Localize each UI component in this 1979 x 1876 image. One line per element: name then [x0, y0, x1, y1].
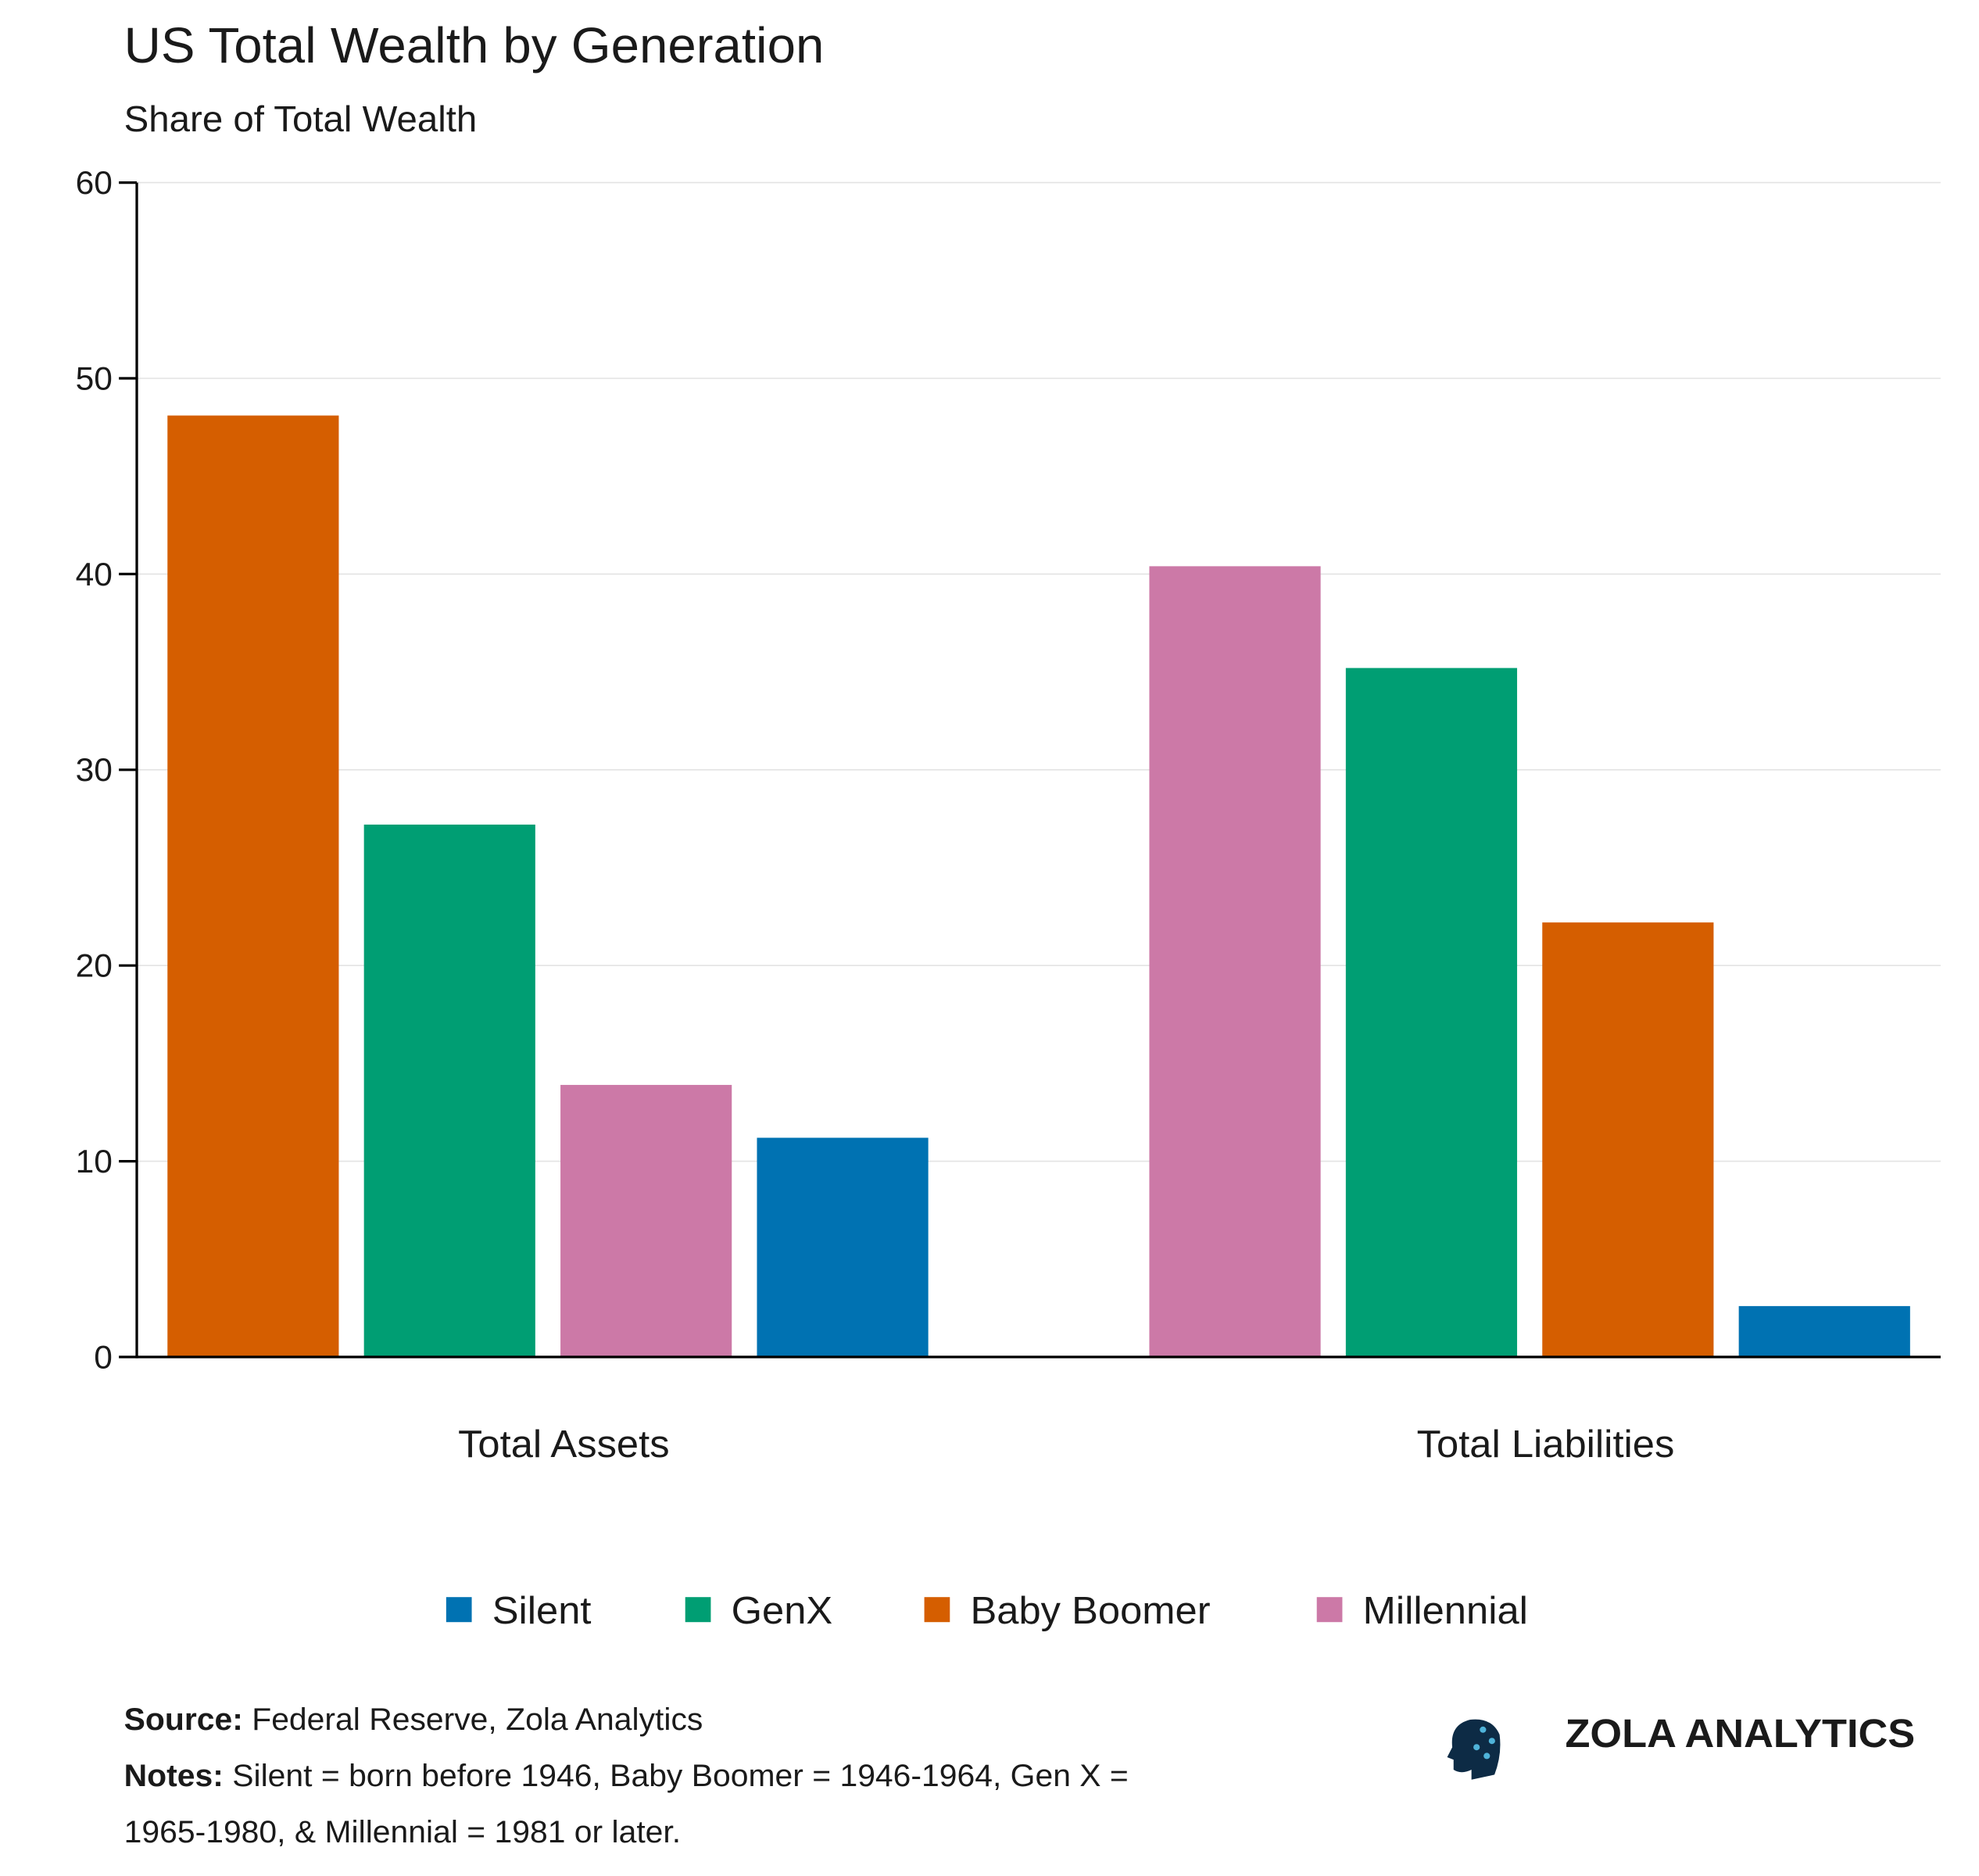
zola-logo-icon: [1447, 1719, 1501, 1780]
notes-label: Notes:: [124, 1757, 224, 1792]
y-tick-label: 40: [76, 556, 113, 592]
source-label: Source:: [124, 1701, 243, 1736]
y-tick-label: 50: [76, 360, 113, 396]
logo-text: ZOLA ANALYTICS: [1565, 1711, 1915, 1756]
source-note: Source: Federal Reserve, Zola Analytics: [124, 1701, 703, 1736]
y-tick-label: 0: [94, 1339, 113, 1375]
y-tick-label: 60: [76, 164, 113, 200]
legend-swatch: [446, 1597, 472, 1623]
chart-title: US Total Wealth by Generation: [124, 17, 825, 73]
bar-total-liabilities-baby-boomer: [1542, 922, 1714, 1357]
legend-label: GenX: [732, 1588, 833, 1631]
bar-total-assets-baby-boomer: [167, 415, 339, 1358]
legend-swatch: [924, 1597, 950, 1623]
bar-total-liabilities-millennial: [1149, 566, 1321, 1357]
bar-total-assets-millennial: [560, 1084, 732, 1357]
legend-label: Baby Boomer: [970, 1588, 1210, 1631]
bar-total-assets-genx: [363, 824, 535, 1357]
chart-subtitle: Share of Total Wealth: [124, 98, 478, 138]
notes-line-1: Notes: Silent = born before 1946, Baby B…: [124, 1757, 1129, 1792]
y-axis-ticks: 0 10 20 30 40 50 60: [76, 164, 138, 1375]
y-tick-label: 20: [76, 947, 113, 983]
legend: Silent GenX Baby Boomer Millennial: [446, 1588, 1528, 1632]
bar-total-assets-silent: [757, 1137, 929, 1357]
source-text: Federal Reserve, Zola Analytics: [243, 1701, 703, 1736]
y-tick-label: 30: [76, 752, 113, 788]
x-tick-label-total-assets: Total Assets: [458, 1422, 669, 1465]
legend-swatch: [685, 1597, 711, 1623]
bar-total-liabilities-silent: [1738, 1305, 1910, 1357]
y-tick-label: 10: [76, 1143, 113, 1179]
notes-line-2: 1965-1980, & Millennial = 1981 or later.: [124, 1813, 681, 1849]
bar-total-liabilities-genx: [1345, 668, 1518, 1357]
bars: [167, 415, 1910, 1358]
legend-label: Silent: [492, 1588, 592, 1631]
legend-label: Millennial: [1363, 1588, 1528, 1631]
legend-swatch: [1316, 1597, 1343, 1623]
x-tick-label-total-liabilities: Total Liabilities: [1417, 1422, 1675, 1465]
notes-text: Silent = born before 1946, Baby Boomer =…: [224, 1757, 1129, 1792]
